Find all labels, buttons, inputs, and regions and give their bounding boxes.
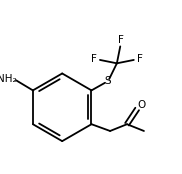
Text: NH₂: NH₂ xyxy=(0,74,17,84)
Text: F: F xyxy=(137,54,143,64)
Text: F: F xyxy=(91,54,96,64)
Text: S: S xyxy=(105,76,111,86)
Text: O: O xyxy=(137,100,146,110)
Text: F: F xyxy=(118,35,124,45)
